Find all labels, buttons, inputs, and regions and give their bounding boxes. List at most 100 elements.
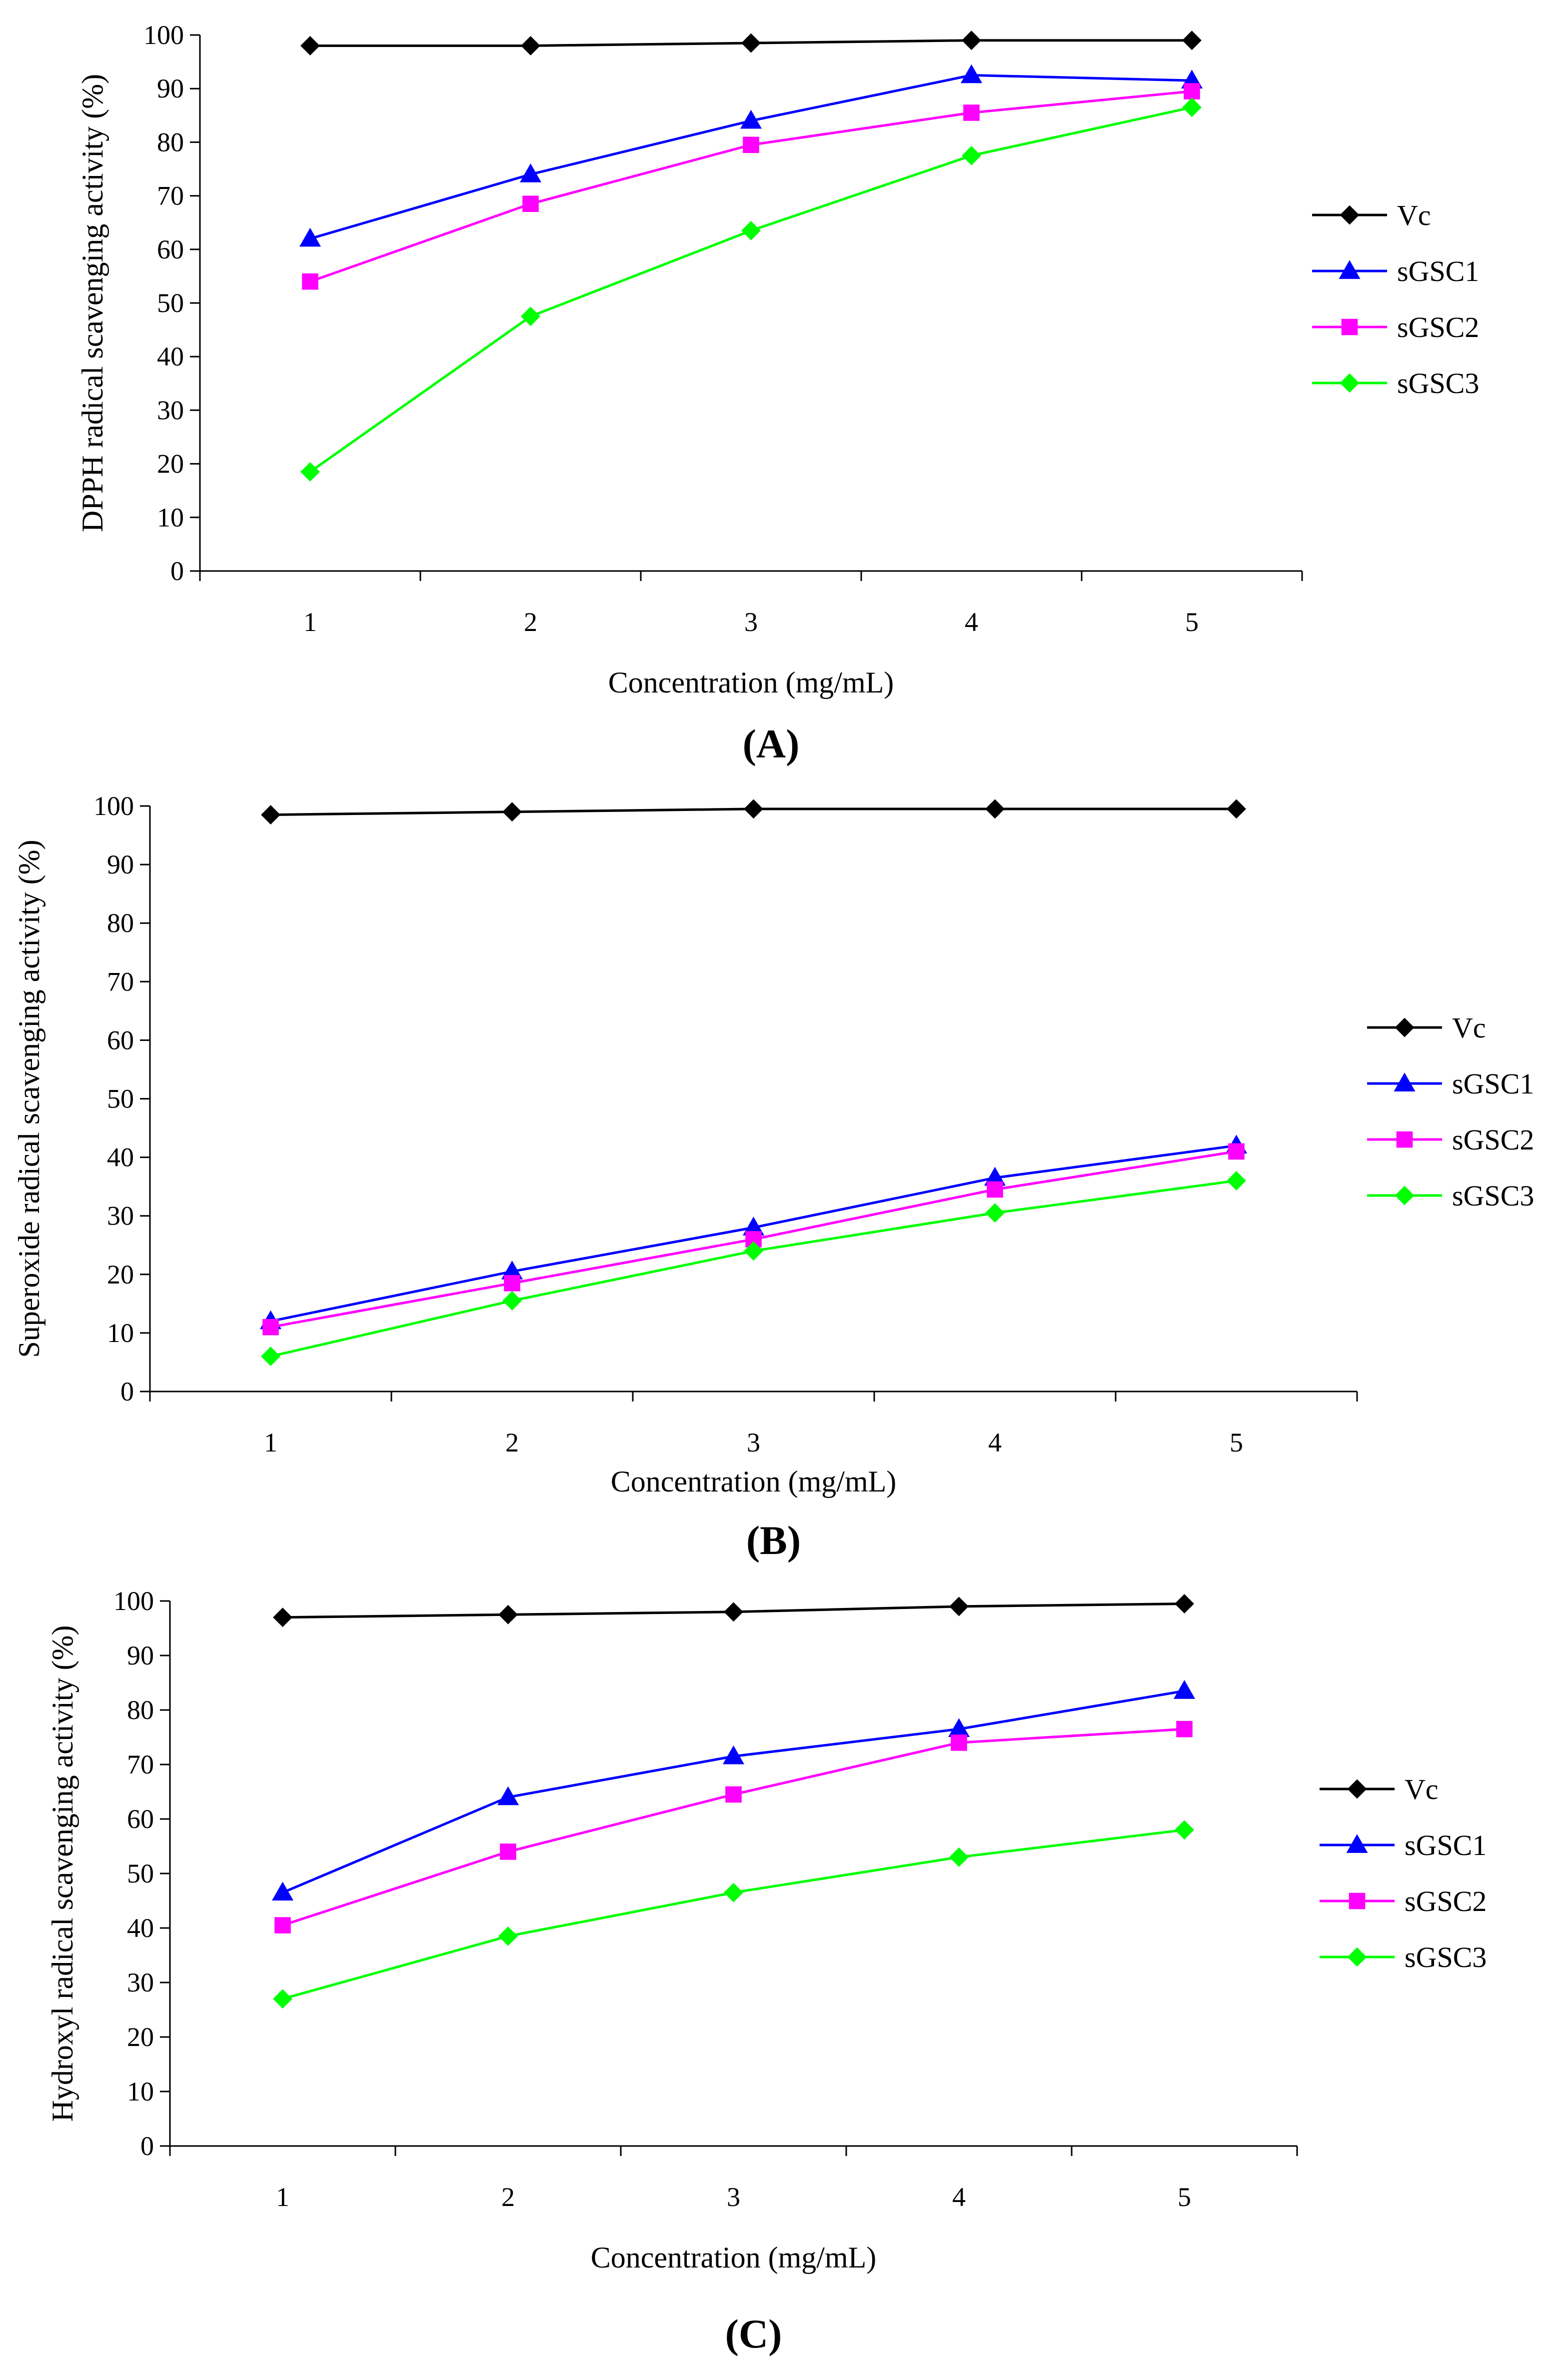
legend-label: Vc (1405, 1773, 1439, 1806)
x-tick-label: 2 (524, 607, 537, 637)
marker-diamond (724, 1602, 743, 1622)
marker-square (302, 273, 318, 290)
x-tick-label: 1 (264, 1428, 277, 1458)
y-tick-label: 60 (107, 1025, 134, 1055)
legend-item: sGSC3 (1312, 367, 1479, 400)
marker-triangle (1173, 1680, 1196, 1699)
y-tick-label: 40 (107, 1142, 134, 1172)
y-tick-label: 70 (157, 181, 184, 211)
marker-diamond (521, 306, 540, 326)
legend-label: sGSC3 (1405, 1941, 1487, 1974)
marker-diamond (1395, 1018, 1415, 1038)
marker-diamond (1395, 1186, 1415, 1206)
marker-diamond (1182, 98, 1202, 118)
y-tick-label: 60 (157, 234, 184, 264)
legend-label: sGSC2 (1452, 1124, 1534, 1156)
marker-diamond (1227, 799, 1246, 819)
y-axis-title: Hydroxyl radical scavenging activity (%) (46, 1626, 79, 2122)
marker-triangle (519, 163, 542, 182)
legend-item: sGSC2 (1320, 1885, 1487, 1918)
marker-diamond (498, 1926, 518, 1946)
series-line (270, 1179, 1237, 1358)
series-line (309, 106, 1193, 473)
legend-label: sGSC1 (1452, 1068, 1534, 1100)
legend-item: Vc (1367, 1012, 1486, 1044)
series-Vc (273, 1594, 1194, 1628)
y-tick-label: 20 (127, 2022, 154, 2052)
marker-diamond (744, 1241, 763, 1261)
marker-diamond (1340, 373, 1360, 393)
legend-item: sGSC2 (1367, 1124, 1534, 1156)
legend-item: sGSC1 (1367, 1068, 1534, 1100)
marker-diamond (962, 30, 981, 50)
x-tick-label: 3 (744, 607, 758, 637)
marker-triangle (960, 64, 983, 84)
x-tick-label: 5 (1185, 607, 1199, 637)
y-tick-label: 70 (107, 966, 134, 996)
y-tick-label: 0 (140, 2131, 154, 2161)
legend-label: sGSC3 (1397, 367, 1479, 400)
marker-diamond (985, 799, 1005, 819)
y-tick-label: 80 (157, 127, 184, 157)
marker-square (1176, 1720, 1193, 1738)
marker-square (274, 1917, 291, 1934)
legend-label: sGSC2 (1397, 311, 1479, 344)
marker-square (1184, 83, 1200, 100)
series-Vc (300, 30, 1202, 56)
marker-square (963, 104, 980, 121)
marker-triangle (1339, 260, 1361, 279)
series-sGSC2 (274, 1720, 1193, 1934)
series-sGSC1 (271, 1680, 1196, 1900)
legend: Vc sGSC1 sGSC2 sGSC3 (1312, 199, 1479, 400)
y-tick-label: 10 (107, 1318, 134, 1348)
marker-diamond (741, 220, 761, 240)
y-tick-label: 40 (157, 342, 184, 372)
y-tick-label: 60 (127, 1804, 154, 1834)
x-tick-label: 4 (965, 607, 978, 637)
legend-label: sGSC1 (1405, 1829, 1487, 1862)
x-tick-label: 3 (727, 2182, 740, 2212)
x-tick-label: 2 (505, 1428, 519, 1458)
legend-label: sGSC1 (1397, 255, 1479, 288)
marker-square (987, 1181, 1003, 1198)
x-tick-label: 4 (988, 1428, 1002, 1458)
marker-triangle (740, 110, 762, 129)
marker-diamond (724, 1882, 743, 1902)
marker-diamond (273, 1608, 292, 1628)
y-tick-label: 30 (157, 395, 184, 425)
marker-square (500, 1844, 516, 1860)
legend-item: sGSC1 (1320, 1829, 1487, 1862)
legend-item: sGSC3 (1367, 1180, 1534, 1212)
x-tick-label: 4 (952, 2182, 966, 2212)
series-sGSC3 (300, 98, 1202, 482)
y-tick-label: 30 (107, 1201, 134, 1231)
y-tick-label: 40 (127, 1913, 154, 1943)
legend: Vc sGSC1 sGSC2 sGSC3 (1320, 1773, 1487, 1974)
y-tick-label: 90 (127, 1640, 154, 1670)
marker-square (1341, 318, 1358, 336)
series-sGSC2 (302, 83, 1200, 290)
series-Vc (261, 799, 1246, 824)
y-tick-label: 90 (157, 74, 184, 104)
x-axis-title: Concentration (mg/mL) (611, 1465, 897, 1498)
y-tick-label: 10 (157, 502, 184, 532)
series-sGSC2 (262, 1143, 1245, 1336)
marker-square (1396, 1131, 1413, 1148)
y-axis-title: DPPH radical scavenging activity (%) (76, 74, 109, 532)
marker-diamond (1347, 1779, 1367, 1799)
series-line (282, 1828, 1185, 2000)
marker-diamond (521, 36, 540, 56)
marker-diamond (1175, 1594, 1194, 1614)
y-tick-label: 50 (107, 1084, 134, 1114)
marker-diamond (1182, 30, 1202, 50)
marker-square (504, 1275, 520, 1292)
marker-diamond (1347, 1947, 1367, 1967)
marker-diamond (741, 33, 761, 53)
x-tick-label: 1 (276, 2182, 289, 2212)
y-tick-label: 0 (120, 1376, 134, 1406)
marker-triangle (299, 228, 321, 247)
marker-diamond (261, 1346, 280, 1366)
x-tick-label: 5 (1178, 2182, 1191, 2212)
marker-diamond (962, 146, 981, 166)
y-tick-label: 10 (127, 2076, 154, 2106)
